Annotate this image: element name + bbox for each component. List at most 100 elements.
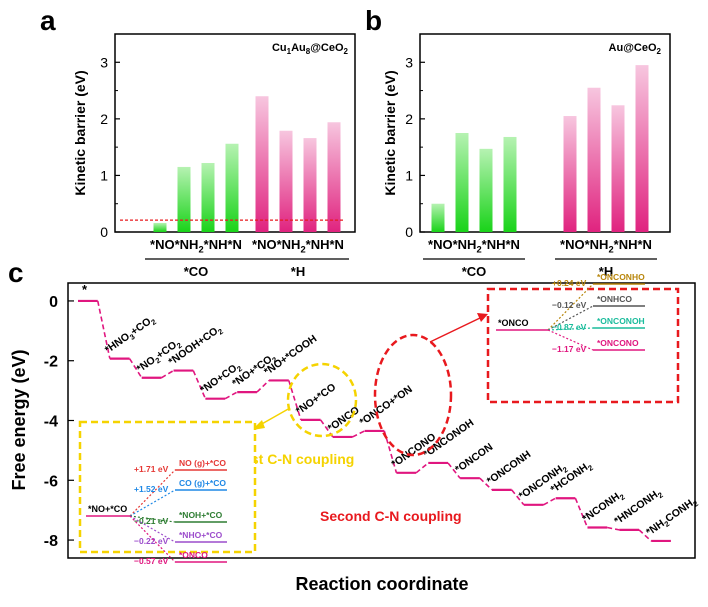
panel-label-c: c (8, 257, 24, 288)
y-tick-label: 2 (405, 111, 413, 127)
energy-connector (224, 391, 238, 400)
inset-branch-connector (547, 327, 594, 331)
inset-left-frame (78, 420, 257, 554)
inset-branch-label: *ONHCO (597, 294, 632, 304)
second-coupling-ellipse (373, 333, 453, 457)
chart-panel-b: Au@CeO2 Kinetic barrier (eV) 0 1 2 3 *NO*NH… (382, 33, 671, 279)
bar-CO-2 (201, 162, 215, 232)
panel-label-b: b (365, 5, 382, 36)
y-axis-label-b: Kinetic barrier (eV) (382, 70, 398, 195)
step-label: *ONCONH (485, 448, 533, 487)
panel-label-a: a (40, 5, 56, 36)
first-coupling-label: First C-N coupling (233, 451, 354, 467)
inset-branch-energy: +0.24 eV (552, 278, 587, 288)
inset-start-label: *NO+*CO (88, 504, 127, 514)
chart-panel-a: Cu1Au8@CeO2 Kinetic barrier (eV) 0 1 2 3 *N… (72, 33, 356, 279)
step-label: * (82, 282, 88, 297)
bar-CO-3 (503, 136, 517, 232)
energy-connector (192, 370, 207, 399)
bar-H-0 (255, 96, 269, 232)
chart-title-a: Cu1Au8@CeO2 (272, 42, 349, 56)
inset-branch-energy: −0.12 eV (552, 300, 587, 310)
bar-CO-2 (479, 148, 493, 232)
chart-title-b: Au@CeO2 (609, 42, 662, 56)
y-tick-label: -4 (44, 414, 58, 431)
category-labels: *NO*NH2*NH*N (252, 237, 344, 255)
inset-branch-connector (547, 329, 594, 351)
y-tick-label: -8 (44, 533, 58, 550)
inset-branch-label: *ONCO (179, 550, 208, 560)
second-coupling-label: Second C-N coupling (320, 508, 462, 524)
energy-connector (447, 462, 461, 479)
inset-branch-label: CO (g)+*CO (179, 478, 226, 488)
inset-branch-connector (129, 515, 176, 523)
step-label: *ONCO (326, 404, 362, 434)
energy-connector (161, 369, 174, 379)
inset-branch-connector (129, 489, 176, 517)
category-labels: *NO*NH2*NH*N (428, 237, 520, 255)
inset-branch-energy: −0.57 eV (134, 556, 169, 566)
inset-branch-energy: +1.52 eV (134, 484, 169, 494)
energy-connector (638, 529, 652, 542)
energy-connector (128, 358, 143, 379)
inset-branch-connector (129, 515, 176, 563)
y-tick-label: 1 (405, 167, 413, 183)
inset-right: *ONCO *ONCONHO +0.24 eV *ONHCO −0.12 eV *ONCO… (486, 272, 680, 404)
bar-CO-3 (225, 143, 239, 232)
step-label: *NO+*CO (294, 381, 338, 417)
y-tick-label: -6 (44, 473, 58, 490)
inset-branch-energy: −0.22 eV (134, 536, 169, 546)
inset-start-label: *ONCO (498, 318, 529, 328)
energy-connector (96, 300, 111, 359)
second-coupling-arrow (429, 317, 481, 343)
inset-branch-label: *ONCONOH (597, 316, 645, 326)
inset-branch-connector (547, 283, 594, 331)
bar-CO-0 (431, 203, 445, 232)
energy-connector (607, 526, 620, 531)
first-coupling-arrow (259, 407, 291, 426)
y-tick-label: 0 (100, 224, 108, 240)
y-tick-label: 3 (405, 54, 413, 70)
plot-frame-b (419, 33, 671, 233)
energy-connector (415, 462, 429, 474)
energy-connector (383, 430, 398, 474)
inset-branch-connector (129, 469, 176, 517)
bar-CO-1 (177, 166, 191, 232)
category-labels: *NO*NH2*NH*N (560, 237, 652, 255)
inset-branch-label: *ONCONO (597, 338, 639, 348)
inset-branch-label: *ONCONHO (597, 272, 645, 282)
bar-H-3 (635, 65, 649, 232)
inset-branch-energy: −1.17 eV (552, 344, 587, 354)
bar-CO-0 (153, 222, 167, 232)
inset-branch-connector (129, 515, 176, 543)
bar-CO-1 (455, 133, 469, 232)
y-tick-label: 1 (100, 167, 108, 183)
y-axis-label-c: Free energy (eV) (9, 349, 29, 490)
group-label: *H (599, 264, 613, 279)
step-label: *HNO3+CO2 (103, 313, 158, 358)
inset-branch-energy: −0.87 eV (552, 322, 587, 332)
inset-left: *NO+*CO NO (g)+*CO +1.71 eV CO (g)+*CO +1.52… (78, 420, 257, 566)
y-tick-label: 3 (100, 54, 108, 70)
bar-H-2 (303, 138, 317, 232)
bar-H-3 (327, 122, 341, 232)
first-coupling-ellipse (286, 362, 358, 438)
category-labels: *NO*NH2*NH*N (150, 237, 242, 255)
energy-connector (288, 380, 302, 421)
inset-right-frame (486, 287, 680, 404)
inset-branch-label: NO (g)+*CO (179, 458, 226, 468)
inset-branch-label: *NOH+*CO (179, 510, 223, 520)
group-label: *H (291, 264, 305, 279)
inset-branch-energy: +1.71 eV (134, 464, 169, 474)
inset-branch-energy: −0.21 eV (134, 516, 169, 526)
y-tick-label: 2 (100, 111, 108, 127)
energy-connector (479, 477, 493, 491)
y-tick-label: 0 (49, 294, 58, 311)
y-tick-label: 0 (405, 224, 413, 240)
energy-connector (352, 430, 365, 438)
step-label: *ONCO+*ON (357, 383, 414, 428)
bar-H-1 (587, 87, 601, 232)
step-label: *NO+*COOH (262, 333, 319, 378)
energy-connector (543, 497, 557, 506)
